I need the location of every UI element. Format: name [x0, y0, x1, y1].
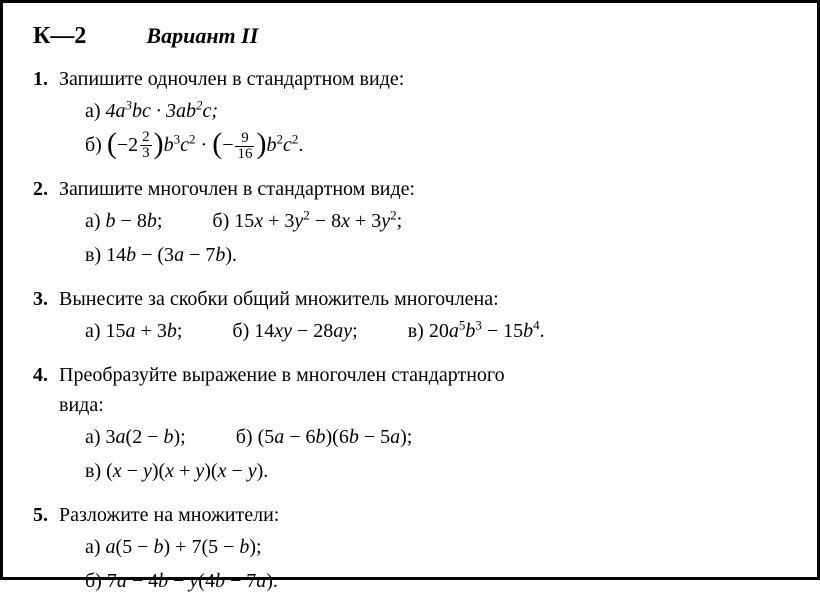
problem-3-row: а) 15a + 3b; б) 14xy − 28ay; в) 20a5b3 −…: [59, 314, 787, 348]
problem-3v: в) 20a5b3 − 15b4.: [408, 314, 545, 348]
frac-den: 3: [140, 146, 152, 161]
sub-label: б): [85, 570, 102, 592]
sub-label: б): [236, 426, 253, 448]
problem-1: 1.Запишите одночлен в стандартном виде: …: [33, 64, 787, 162]
k-label: К—2: [33, 23, 86, 50]
problem-2b: б) 15x + 3y2 − 8x + 3y2;: [212, 204, 402, 238]
problem-3-text: 3.Вынесите за скобки общий множитель мно…: [59, 284, 787, 314]
problem-4a: а) 3a(2 − b);: [85, 420, 186, 454]
problem-5-num: 5.: [33, 500, 59, 530]
problem-4b: б) (5a − 6b)(6b − 5a);: [236, 420, 413, 454]
sub-label: а): [85, 426, 101, 448]
sub-label: а): [85, 210, 101, 232]
variant-label: Вариант II: [146, 23, 258, 49]
problem-4v: в) (x − y)(x + y)(x − y).: [59, 454, 787, 488]
problem-2-num: 2.: [33, 174, 59, 204]
problem-3: 3.Вынесите за скобки общий множитель мно…: [33, 284, 787, 348]
frac-num: 2: [140, 130, 152, 146]
expr-1b: (−223)b3c2 · (−916)b2c2.: [107, 134, 304, 156]
sub-label: а): [85, 100, 101, 122]
problem-2-row1: а) b − 8b; б) 15x + 3y2 − 8x + 3y2;: [59, 204, 787, 238]
problem-4-num: 4.: [33, 360, 59, 390]
sub-label: б): [212, 210, 229, 232]
sub-label: б): [85, 134, 102, 156]
sub-label: в): [85, 244, 101, 266]
problem-1-statement: Запишите одночлен в стандартном виде:: [59, 68, 404, 90]
sub-label: в): [408, 320, 424, 342]
sub-label: б): [232, 320, 249, 342]
problem-1-text: 1.Запишите одночлен в стандартном виде:: [59, 64, 787, 94]
problem-5b: б) 7a − 4b − y(4b − 7a).: [59, 564, 787, 598]
problem-5a: а) a(5 − b) + 7(5 − b);: [59, 530, 787, 564]
frac-den: 16: [235, 147, 254, 162]
problem-4: 4.Преобразуйте выражение в многочлен ста…: [33, 360, 787, 488]
problem-2a: а) b − 8b;: [85, 204, 162, 238]
frac-num: 9: [235, 131, 254, 147]
problem-4-text: 4.Преобразуйте выражение в многочлен ста…: [59, 360, 787, 390]
mixed-int: −2: [117, 128, 138, 162]
problem-2v: в) 14b − (3a − 7b).: [59, 238, 787, 272]
problem-4-row1: а) 3a(2 − b); б) (5a − 6b)(6b − 5a);: [59, 420, 787, 454]
problem-3-statement: Вынесите за скобки общий множитель много…: [59, 288, 499, 310]
sub-label: в): [85, 460, 101, 482]
problem-1-num: 1.: [33, 64, 59, 94]
problem-3-num: 3.: [33, 284, 59, 314]
problem-1a: а) 4a3bc · 3ab2c;: [59, 94, 787, 128]
minus: −: [222, 134, 233, 156]
sub-label: а): [85, 536, 101, 558]
problem-1b: б) (−223)b3c2 · (−916)b2c2.: [59, 128, 787, 162]
problem-4-text2: вида:: [59, 390, 787, 420]
problem-3a: а) 15a + 3b;: [85, 314, 182, 348]
problem-5: 5.Разложите на множители: а) a(5 − b) + …: [33, 500, 787, 598]
problem-2-statement: Запишите многочлен в стандартном виде:: [59, 178, 415, 200]
expr-1a: 4a3bc · 3ab2c;: [106, 100, 218, 122]
problem-5-text: 5.Разложите на множители:: [59, 500, 787, 530]
problem-2: 2.Запишите многочлен в стандартном виде:…: [33, 174, 787, 272]
problem-3b: б) 14xy − 28ay;: [232, 314, 357, 348]
sub-label: а): [85, 320, 101, 342]
header-row: К—2 Вариант II: [33, 23, 787, 50]
problem-4-statement-1: Преобразуйте выражение в многочлен станд…: [59, 364, 505, 386]
problem-2-text: 2.Запишите многочлен в стандартном виде:: [59, 174, 787, 204]
problem-5-statement: Разложите на множители:: [59, 504, 279, 526]
